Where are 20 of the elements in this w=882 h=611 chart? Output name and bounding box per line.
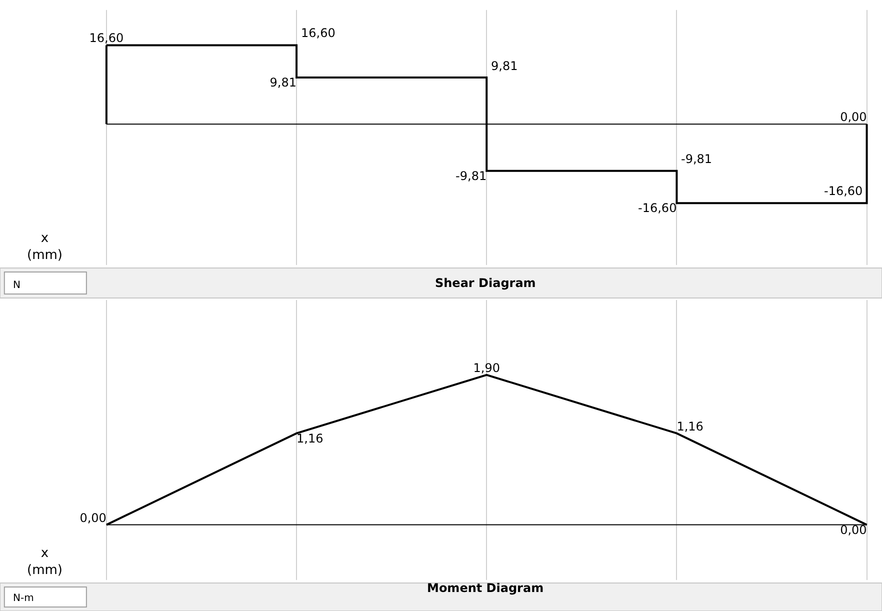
- data-label: 1,16: [296, 431, 324, 446]
- data-label: 16,60: [89, 31, 124, 46]
- text: Moment Diagram: [427, 581, 544, 595]
- data-label: -16,60: [638, 201, 677, 216]
- annotation: -16,60: [824, 184, 863, 198]
- text: N: [13, 280, 20, 291]
- annotation: -9,81: [681, 152, 712, 166]
- annotation: 16,60: [301, 26, 336, 40]
- x-axis-title: x (mm): [27, 546, 62, 578]
- data-label: 0,00: [840, 110, 867, 124]
- data-label: 9,81: [270, 76, 297, 90]
- data-label: -9,81: [456, 168, 487, 183]
- data-label: 1,90: [473, 360, 500, 375]
- annotation: 9,81: [491, 59, 518, 73]
- data-label: 0,00: [840, 522, 867, 537]
- text: N-m: [13, 593, 34, 604]
- text: Shear Diagram: [435, 276, 536, 290]
- x-axis-title: x (mm): [27, 231, 62, 263]
- data-label: 0,00: [80, 510, 106, 525]
- data-label: 1,16: [676, 419, 704, 434]
